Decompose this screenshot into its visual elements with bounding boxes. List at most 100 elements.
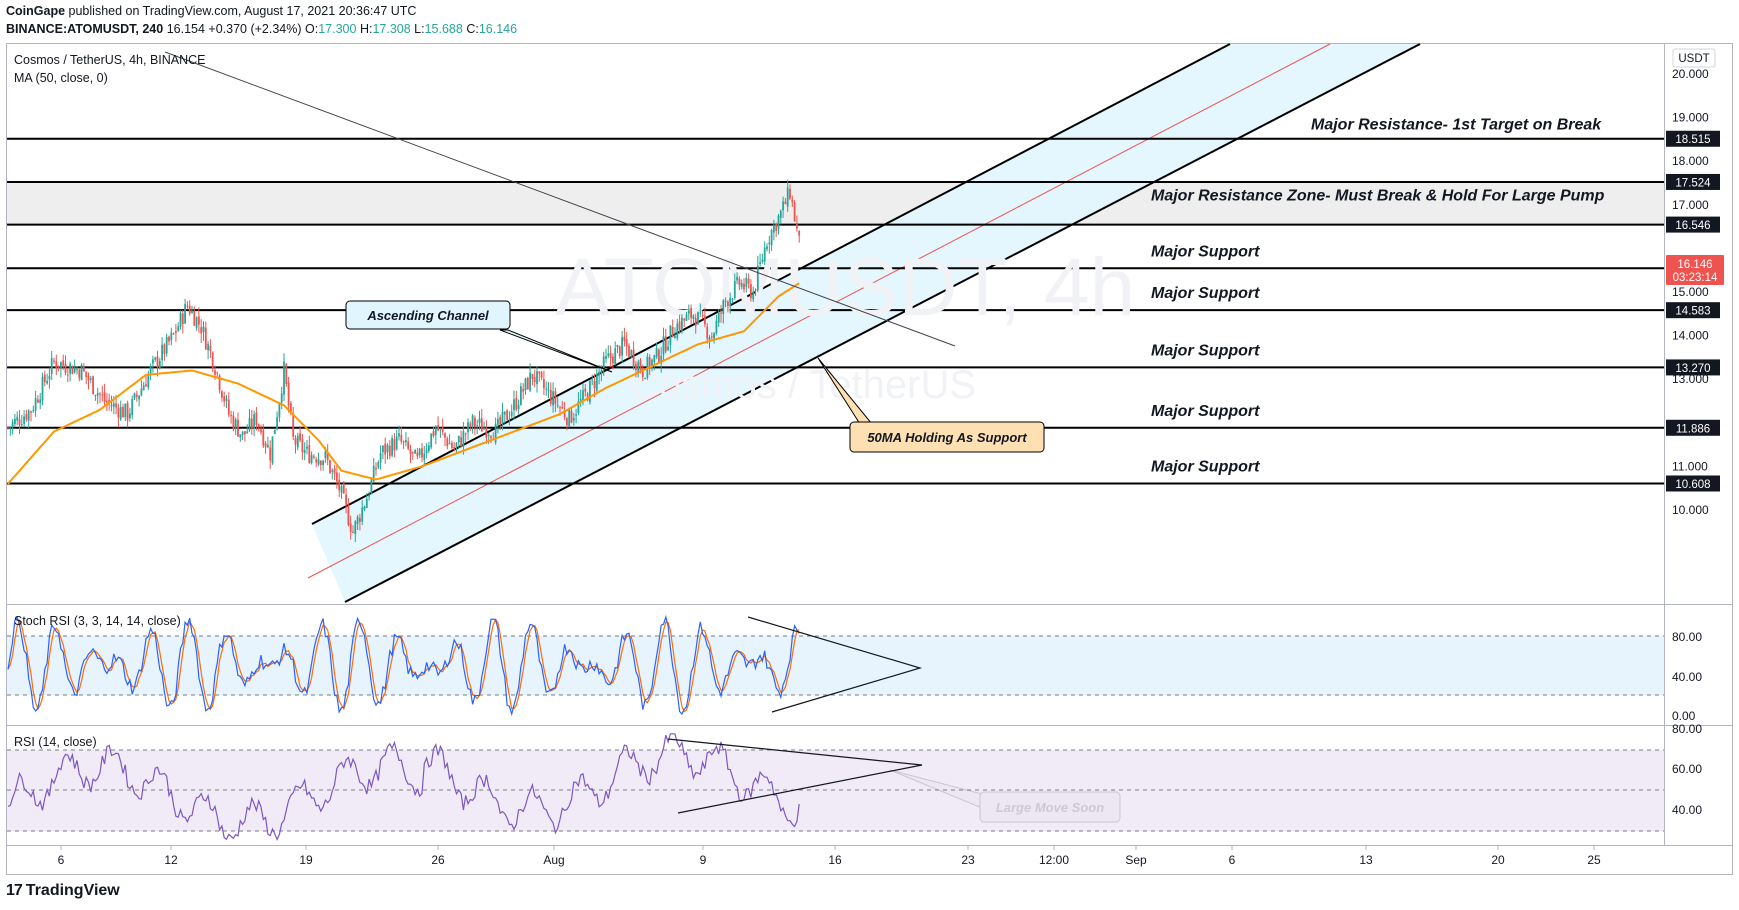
- candle-body: [570, 410, 573, 423]
- candle-body: [405, 440, 407, 443]
- candle-body: [770, 230, 773, 246]
- candle-body: [129, 413, 131, 419]
- candle-body: [522, 388, 525, 392]
- candle-body: [7, 426, 9, 428]
- candle-body: [759, 261, 761, 265]
- level-price-badge: [1666, 475, 1720, 492]
- channel-upper-line[interactable]: [311, 43, 1231, 525]
- channel-lower-line[interactable]: [344, 43, 1421, 603]
- candle-body: [152, 359, 154, 364]
- candle-body: [356, 516, 359, 525]
- rsi-title: RSI (14, close): [14, 735, 97, 749]
- ma50-line[interactable]: [7, 282, 800, 485]
- candle-body: [340, 486, 343, 493]
- rsi-band: [7, 750, 1664, 831]
- current-price-text: 16.146: [1677, 259, 1712, 271]
- stoch-triangle: [747, 616, 923, 713]
- candle-body: [329, 460, 331, 473]
- candle-body: [241, 431, 244, 436]
- candle-body: [359, 517, 361, 522]
- candle-body: [177, 326, 180, 332]
- candle-body: [336, 472, 338, 482]
- candle-body: [69, 363, 71, 374]
- candle-body: [639, 359, 642, 371]
- candle-body: [142, 385, 145, 391]
- candle-body: [119, 407, 122, 420]
- candle-body: [112, 403, 115, 407]
- candle-body: [34, 398, 37, 411]
- candle-body: [791, 199, 794, 203]
- ohlc-line: BINANCE:ATOMUSDT, 240 16.154 +0.370 (+2.…: [6, 22, 517, 36]
- candle-body: [756, 265, 759, 291]
- candle-body: [207, 343, 209, 351]
- candle-body: [549, 390, 552, 404]
- candle-body: [674, 336, 676, 339]
- candle-body: [706, 326, 709, 339]
- candle-body: [158, 360, 161, 368]
- candle-body: [740, 283, 743, 287]
- candle-body: [591, 379, 594, 381]
- x-tick-label: 12:00: [1039, 853, 1069, 867]
- publisher-name[interactable]: CoinGape: [6, 4, 66, 18]
- candle-body: [283, 361, 285, 395]
- candle-body: [618, 346, 621, 357]
- candle-body: [609, 352, 612, 359]
- candle-body: [60, 362, 62, 369]
- candle-body: [775, 223, 778, 231]
- x-tick-label: 25: [1587, 853, 1601, 867]
- candle-body: [745, 277, 748, 287]
- candle-body: [579, 399, 582, 403]
- candle-body: [515, 398, 518, 410]
- level-annotation: Major Resistance- 1st Target on Break: [1311, 117, 1602, 134]
- candle-body: [715, 320, 718, 334]
- candle-body: [524, 378, 527, 391]
- candle-body: [317, 459, 320, 465]
- candle-body: [53, 360, 55, 362]
- candle-body: [78, 369, 81, 379]
- candle-body: [779, 210, 782, 218]
- candle-body: [623, 336, 626, 342]
- candle-body: [331, 470, 334, 472]
- candle-body: [681, 317, 683, 331]
- tradingview-footer[interactable]: 17 TradingView: [6, 882, 120, 900]
- candle-body: [280, 393, 283, 403]
- candle-body: [377, 461, 380, 468]
- candle-body: [372, 465, 375, 482]
- candle-body: [421, 448, 423, 458]
- rsi-line[interactable]: [7, 733, 800, 842]
- candle-body: [267, 444, 269, 448]
- channel-callout-box[interactable]: [345, 300, 511, 330]
- candle-body: [255, 412, 258, 425]
- candle-body: [575, 414, 577, 416]
- level-price-text: 14.583: [1675, 306, 1710, 318]
- candle-body: [27, 410, 30, 421]
- candle-body: [761, 259, 764, 262]
- candle-body: [126, 402, 129, 421]
- candle-body: [625, 339, 628, 347]
- open-value: 17.300: [318, 22, 357, 36]
- candle-body: [338, 479, 341, 491]
- ma-callout-box[interactable]: [849, 421, 1045, 453]
- candle-body: [425, 449, 428, 454]
- candle-body: [586, 393, 589, 401]
- level-annotation: Major Resistance Zone- Must Break & Hold…: [1151, 188, 1605, 205]
- candle-body: [310, 455, 313, 464]
- candle-body: [156, 356, 159, 368]
- candle-body: [363, 506, 366, 510]
- candle-body: [793, 202, 796, 222]
- currency-box[interactable]: [1672, 48, 1716, 68]
- candle-body: [667, 346, 669, 351]
- tradingview-logo-icon: 17: [6, 882, 23, 899]
- candle-body: [430, 433, 433, 448]
- candle-body: [400, 434, 403, 442]
- candle-body: [25, 413, 28, 420]
- candle-body: [273, 429, 276, 434]
- downtrend-line[interactable]: [164, 51, 956, 347]
- candle-body: [209, 345, 212, 352]
- candle-body: [290, 403, 292, 414]
- candle-body: [30, 411, 32, 413]
- price-tick: 19.000: [1672, 111, 1709, 125]
- stoch-k-line[interactable]: [7, 614, 800, 717]
- level-price-text: 10.608: [1675, 479, 1710, 491]
